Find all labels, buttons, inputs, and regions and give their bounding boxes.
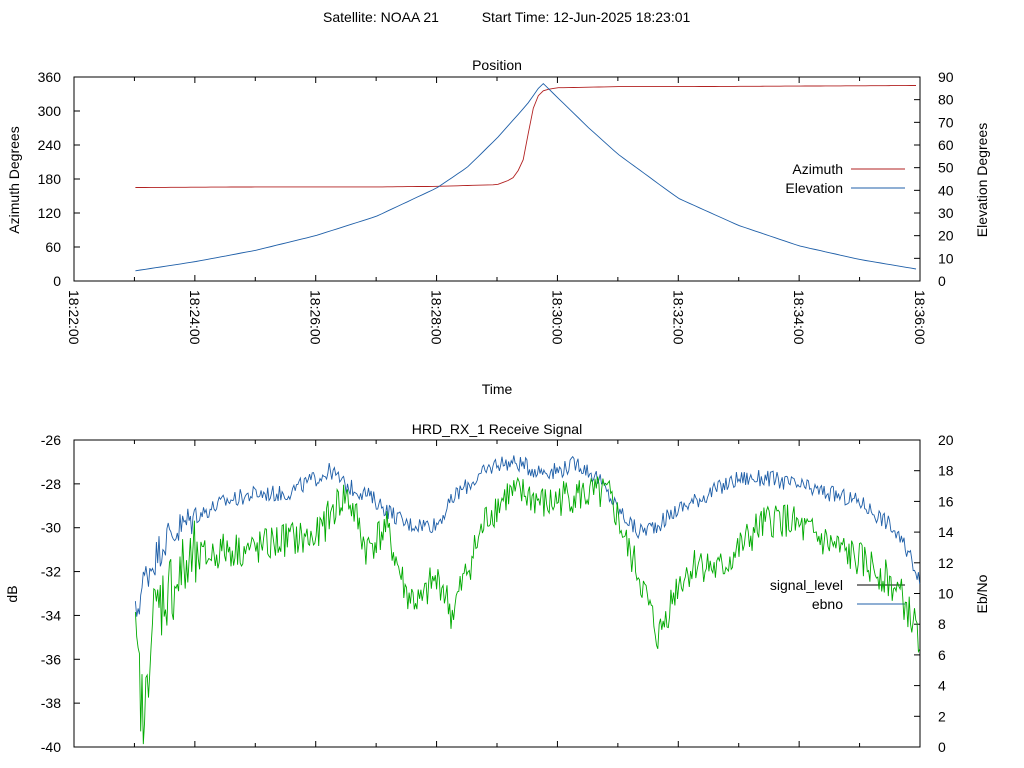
y-tick-label: 240 [38,137,62,153]
y2-tick-label: 90 [938,69,954,85]
y2-tick-label: 80 [938,92,954,108]
y2-tick-label: 14 [938,524,954,540]
signal-chart-y2label: Eb/No [974,574,990,613]
y-tick-label: 180 [38,171,62,187]
y-tick-label: -36 [41,651,61,667]
y2-tick-label: 8 [938,616,946,632]
y-tick-label: -38 [41,695,61,711]
receive-signal-chart: HRD_RX_1 Receive Signal dB Eb/No -40 -38 -… [4,421,990,755]
legend-label: signal_level [770,577,843,593]
y2-tick-label: 18 [938,463,954,479]
y-tick-label: 300 [38,103,62,119]
x-tick-label: 18:22:00 [66,290,82,345]
y2-tick-label: 70 [938,114,954,130]
y2-tick-label: 20 [938,228,954,244]
y-tick-label: -40 [41,739,61,755]
x-tick-label: 18:26:00 [308,290,324,345]
y2-tick-label: 10 [938,250,954,266]
satellite-label: Satellite: NOAA 21 [323,9,439,25]
x-tick-label: 18:36:00 [912,290,928,345]
y-tick-label: -34 [41,607,61,623]
legend-label: ebno [812,596,843,612]
legend-label: Azimuth [792,161,843,177]
series-line [134,455,921,617]
x-tick-label: 18:30:00 [549,290,565,345]
x-tick-label: 18:28:00 [429,290,445,345]
plot-frame [73,439,921,748]
y2-tick-label: 0 [938,739,946,755]
x-tick-label: 18:24:00 [187,290,203,345]
y-tick-label: 120 [38,205,62,221]
position-chart: Position Time Azimuth Degrees Elevation … [6,57,990,397]
y2-tick-label: 10 [938,586,954,602]
start-time-label: Start Time: 12-Jun-2025 18:23:01 [482,9,691,25]
y2-tick-label: 0 [938,273,946,289]
legend-label: Elevation [785,180,843,196]
y2-tick-label: 60 [938,137,954,153]
y-tick-label: 60 [45,239,61,255]
position-chart-xlabel: Time [482,381,513,397]
y2-tick-label: 12 [938,555,954,571]
series-line [135,82,917,272]
y-tick-label: -32 [41,564,61,580]
x-tick-label: 18:34:00 [791,290,807,345]
plot-frame [73,76,921,282]
y-tick-label: -28 [41,476,61,492]
series-line [134,476,921,745]
y2-tick-label: 2 [938,708,946,724]
y2-tick-label: 20 [938,432,954,448]
y2-tick-label: 6 [938,647,946,663]
y-tick-label: -26 [41,432,61,448]
position-chart-ylabel: Azimuth Degrees [6,126,22,233]
y-tick-label: -30 [41,520,61,536]
position-chart-y2label: Elevation Degrees [974,123,990,237]
y2-tick-label: 30 [938,205,954,221]
position-chart-title: Position [472,57,522,73]
signal-chart-ylabel: dB [4,585,20,602]
y-tick-label: 360 [38,69,62,85]
y2-tick-label: 4 [938,678,946,694]
y-tick-label: 0 [53,273,61,289]
y2-tick-label: 16 [938,493,954,509]
y2-tick-label: 40 [938,182,954,198]
x-tick-label: 18:32:00 [670,290,686,345]
y2-tick-label: 50 [938,160,954,176]
signal-chart-title: HRD_RX_1 Receive Signal [412,421,582,437]
series-line [135,85,916,188]
